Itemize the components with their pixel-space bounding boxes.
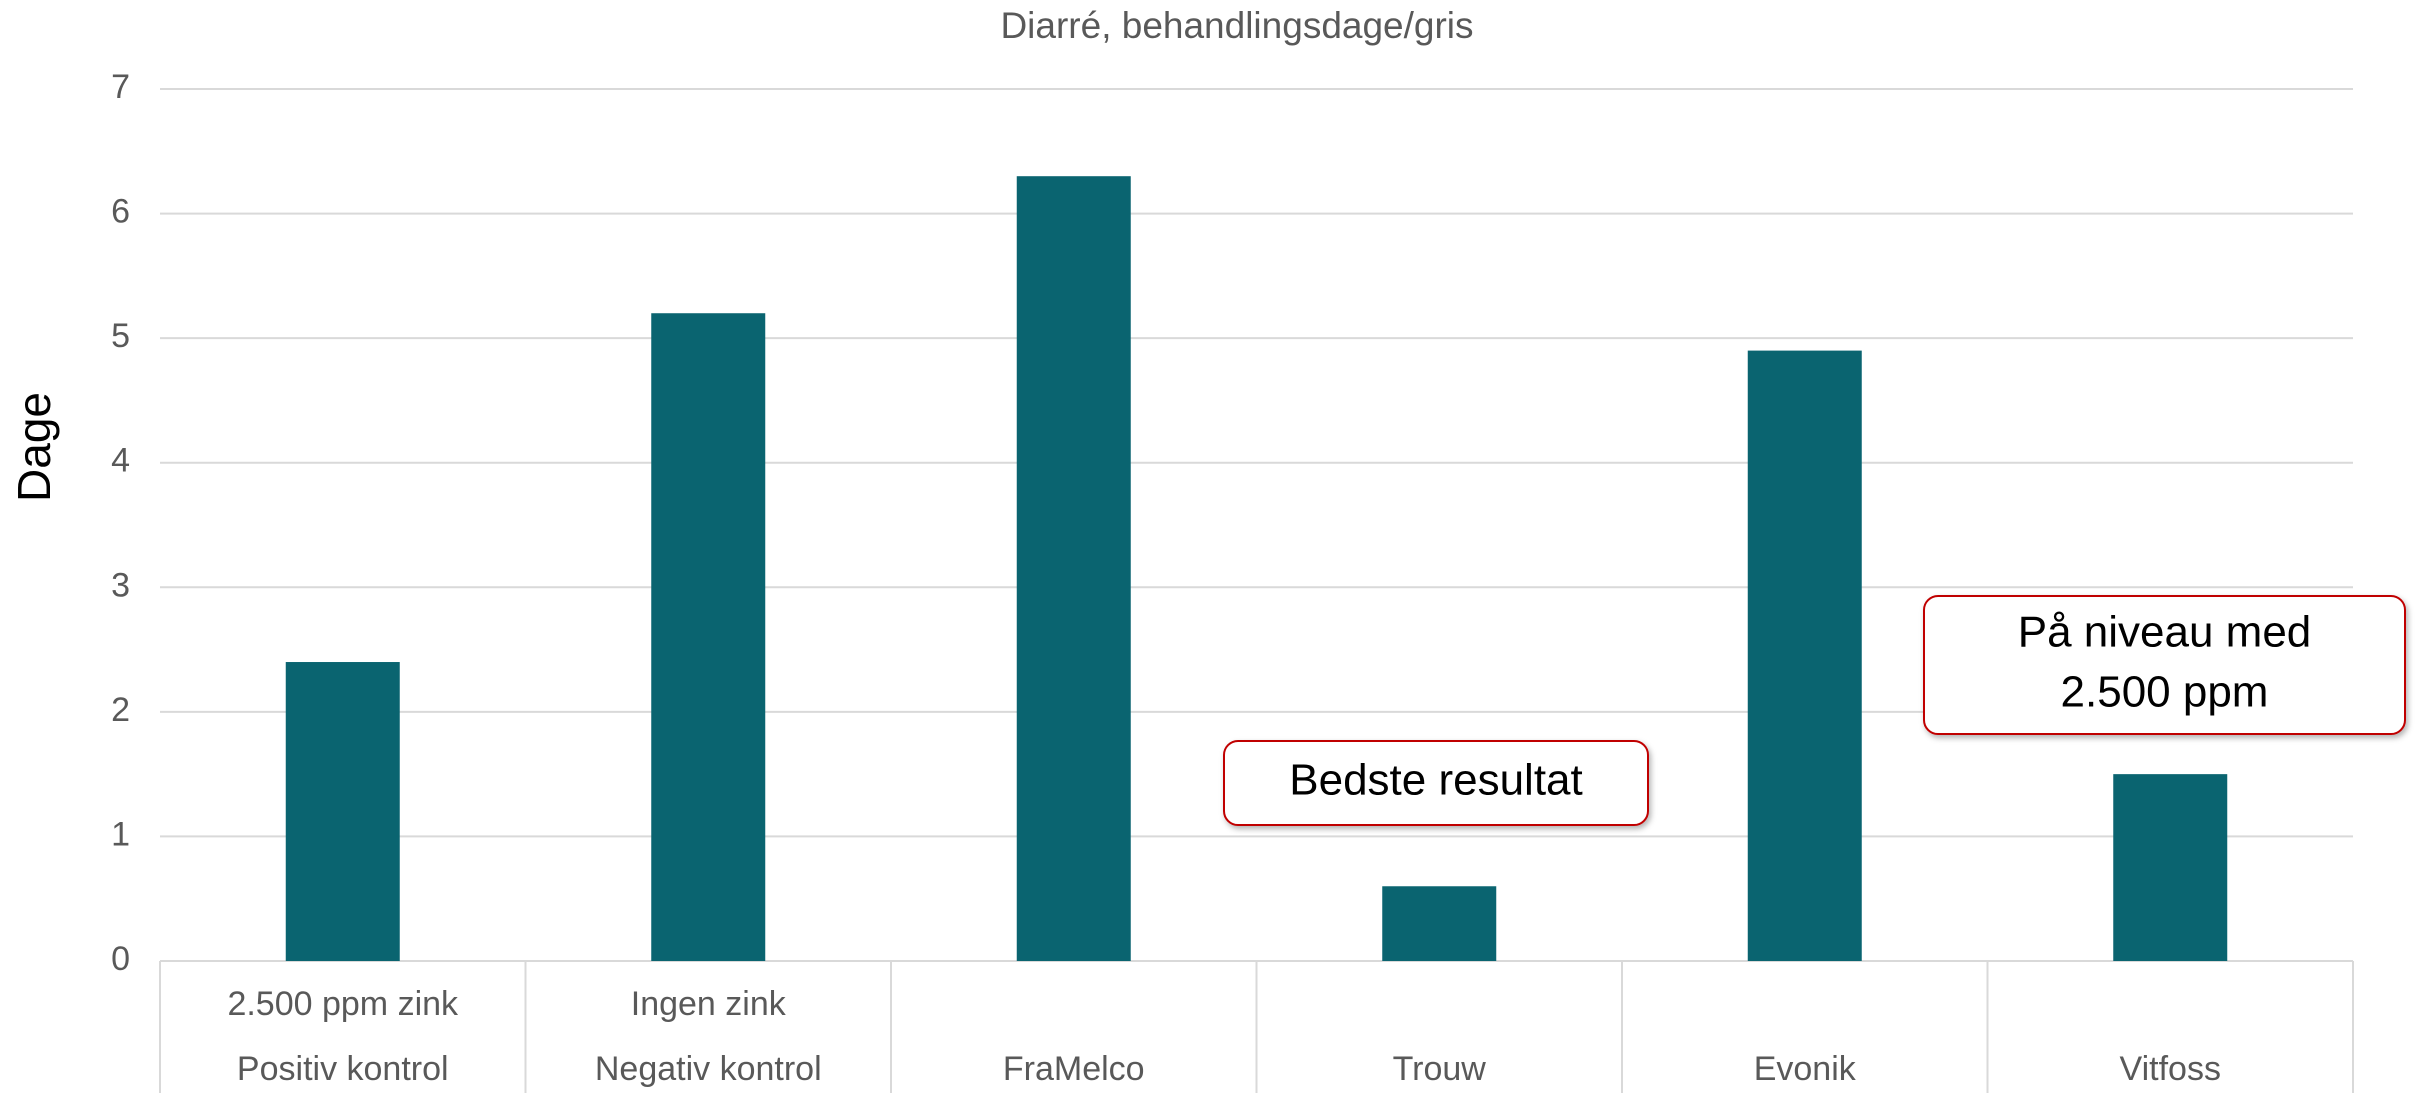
x-tick-sublabel: 2.500 ppm zink [227,985,459,1023]
bar [651,313,766,961]
annotation-text: Bedste resultat [1289,756,1583,805]
x-tick-label: FraMelco [1003,1050,1145,1088]
y-tick-label: 2 [111,691,130,729]
x-tick-label: Evonik [1754,1050,1857,1088]
y-tick-label: 4 [111,442,130,480]
x-tick-label: Trouw [1393,1050,1487,1088]
bar [1016,176,1131,961]
bar [285,662,400,961]
annotation-box [1223,740,1649,826]
x-tick-label: Vitfoss [2120,1050,2221,1088]
x-tick-sublabel: Ingen zink [631,985,787,1023]
chart-title: Diarré, behandlingsdage/gris [1000,5,1473,46]
y-tick-label: 0 [111,940,130,978]
bar [1382,886,1497,961]
annotation-box [1923,595,2406,735]
bar [1747,350,1862,962]
x-tick-label: Negativ kontrol [595,1050,822,1088]
y-tick-label: 5 [111,317,130,355]
y-tick-label: 7 [111,68,130,106]
bar [2113,774,2228,961]
annotation-text: På niveau med [2018,608,2312,657]
y-tick-label: 6 [111,193,130,231]
y-tick-label: 1 [111,815,130,853]
y-tick-label: 3 [111,566,130,604]
x-tick-label: Positiv kontrol [237,1050,449,1088]
annotation-text: 2.500 ppm [2061,668,2269,717]
y-axis-label: Dage [8,392,60,502]
